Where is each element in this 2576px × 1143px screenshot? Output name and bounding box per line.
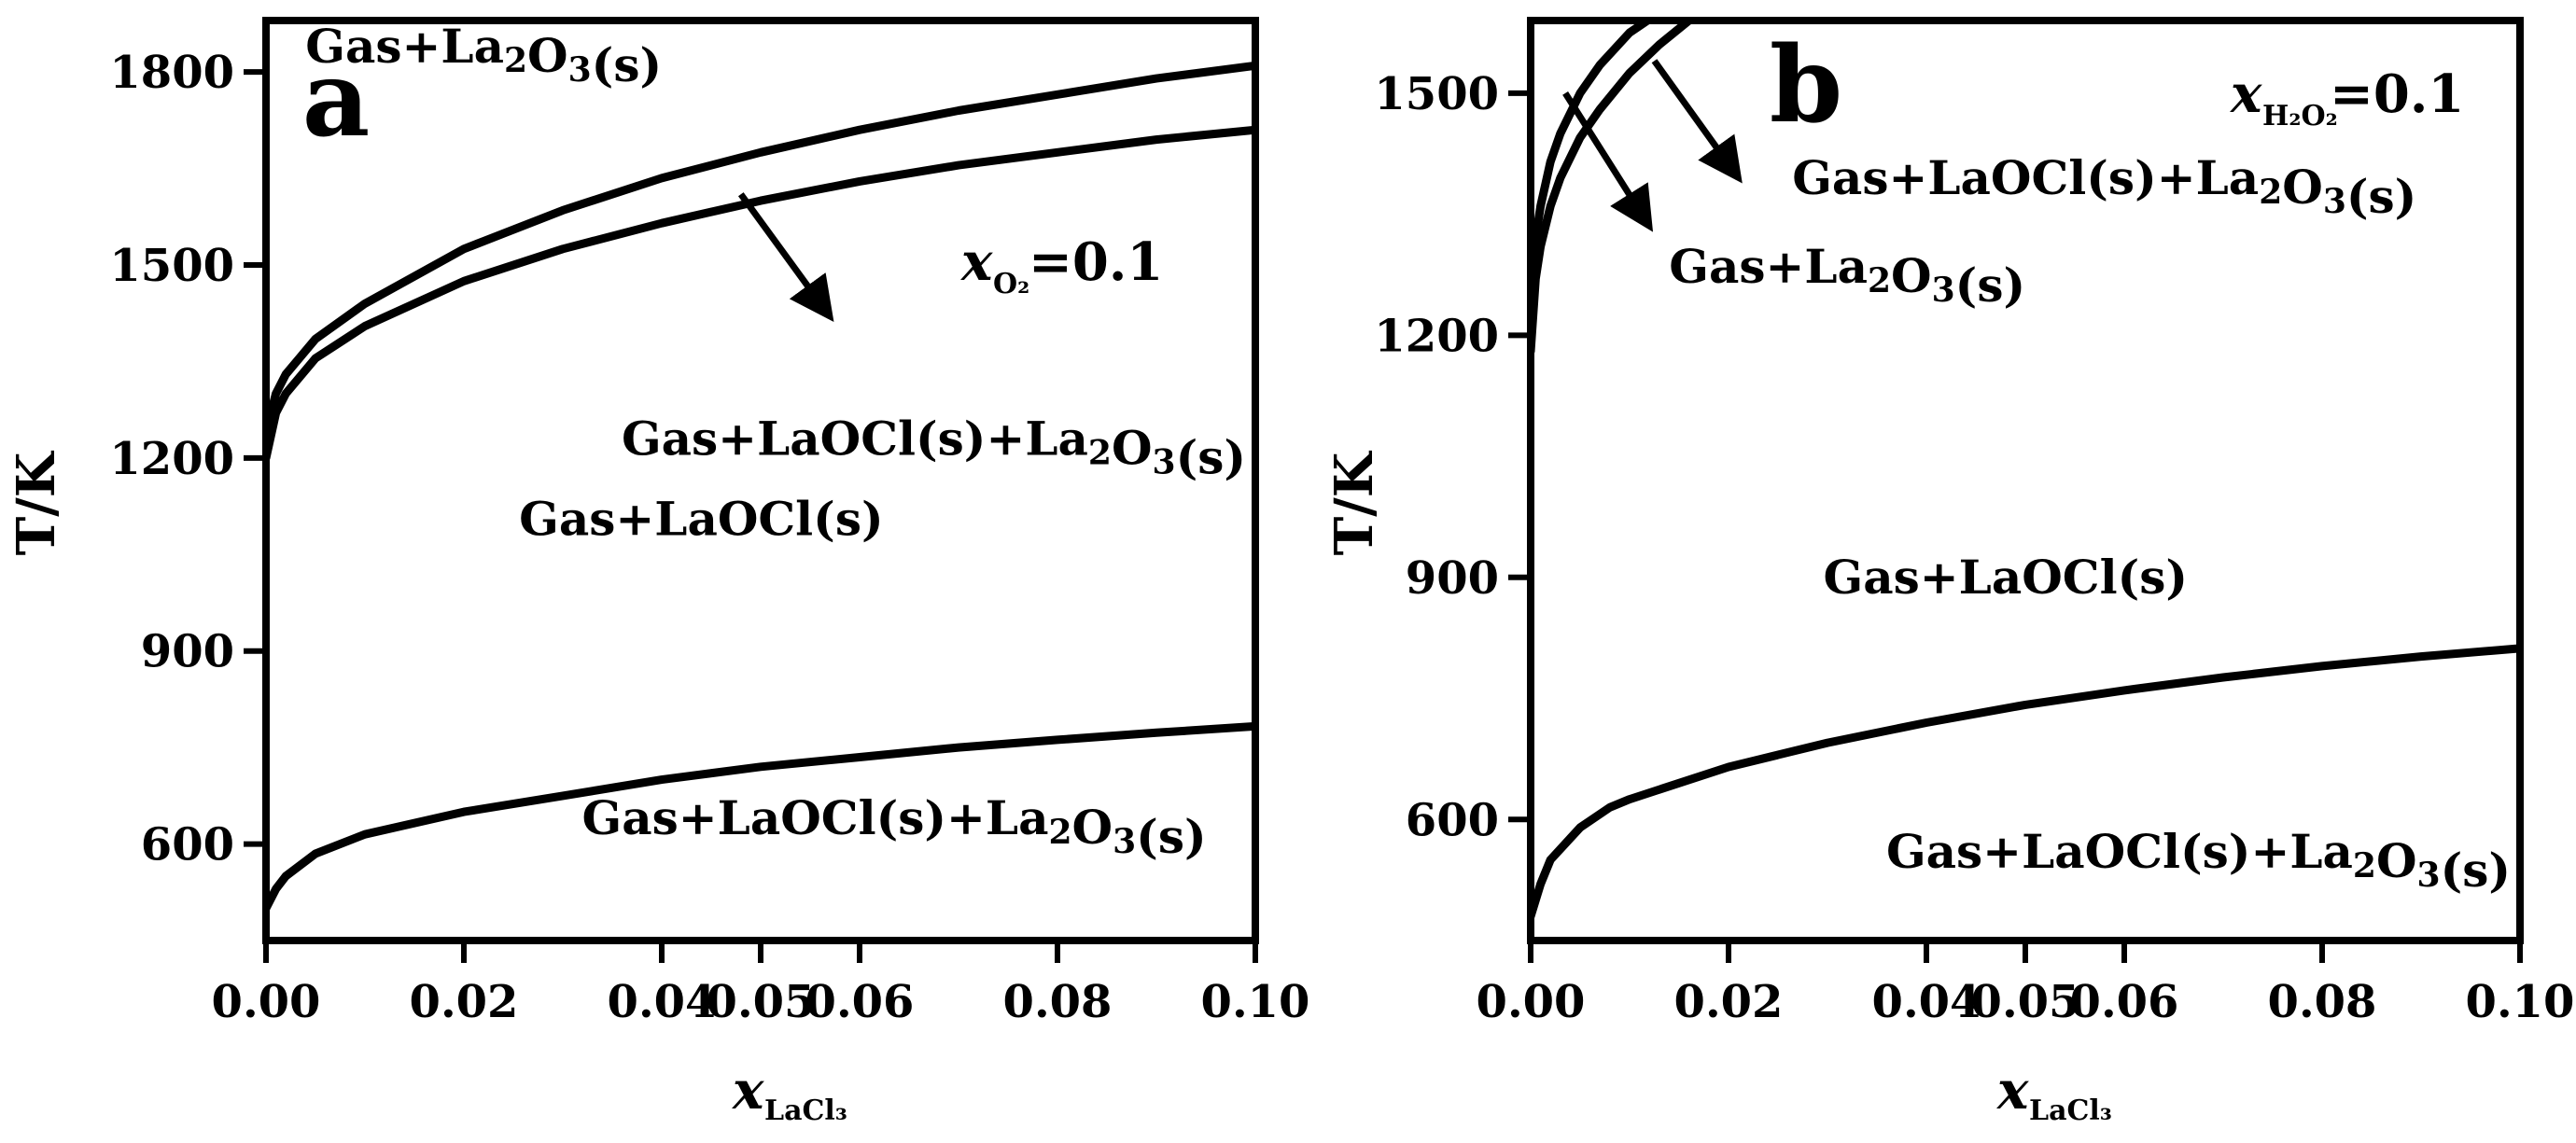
x-tick-label: 0.02: [410, 976, 519, 1028]
panel-b: 0.00 0.02 0.040.050.06 0.08 0.10 600 900 1200 15…: [1323, 17, 2575, 1127]
y-axis-label: T/K: [6, 450, 67, 555]
phase-boundary-line-1: [266, 61, 1255, 437]
x-tick-label: 0.06: [2070, 976, 2179, 1028]
phase-region-label: Gas+LaOCl(s)+La2O3(s): [1792, 150, 2416, 224]
x-tick-label: 0.08: [1003, 976, 1113, 1028]
x-axis-label: x: [732, 1060, 764, 1122]
composition-annotation-symbol: x: [960, 231, 993, 293]
phase-boundary-line-2: [266, 125, 1255, 463]
phase-boundary-line-1: [1531, 21, 1656, 300]
phase-region-label: Gas+La2O3(s): [1669, 239, 2025, 313]
phase-boundary-line-3: [266, 721, 1255, 913]
x-tick-label: 0.00: [1477, 976, 1586, 1028]
phase-boundary-line-3: [1531, 644, 2520, 921]
x-axis-label-subscript: LaCl₃: [764, 1094, 847, 1127]
phase-region-label: Gas+LaOCl(s): [1824, 550, 2189, 605]
y-tick-label: 1500: [1374, 68, 1499, 120]
x-tick-label: 0.10: [2466, 976, 2575, 1028]
x-tick-label: 0.08: [2268, 976, 2377, 1028]
x-tick-label: 0.05: [707, 976, 816, 1028]
x-tick-label: 0.02: [1674, 976, 1784, 1028]
y-tick-label: 600: [1406, 794, 1499, 846]
composition-annotation-symbol: x: [2230, 63, 2262, 125]
y-tick-label: 1200: [1374, 310, 1499, 362]
y-tick-label: 600: [141, 819, 234, 871]
y-tick-label: 1200: [109, 433, 234, 485]
x-tick-label: 0.04: [1872, 976, 1981, 1028]
panel-letter: a: [302, 38, 371, 160]
x-tick-label: 0.04: [608, 976, 717, 1028]
composition-annotation-value: =0.1: [2330, 63, 2464, 125]
x-tick-label: 0.06: [805, 976, 915, 1028]
pointer-arrow-1: [1651, 59, 1743, 184]
y-tick-label: 900: [141, 626, 234, 678]
panel-a: 0.00 0.02 0.040.050.06 0.08 0.10 600 900 1200 15…: [6, 17, 1310, 1127]
phase-region-label: Gas+La2O3(s): [305, 19, 662, 92]
phase-region-label: Gas+LaOCl(s)+La2O3(s): [1886, 824, 2511, 898]
x-axis-label-subscript: LaCl₃: [2029, 1094, 2112, 1127]
x-axis-label: x: [1996, 1060, 2029, 1122]
y-tick-label: 1800: [109, 47, 234, 99]
pointer-arrow-2: [1562, 91, 1654, 232]
phase-region-label: Gas+LaOCl(s)+La2O3(s): [582, 790, 1207, 864]
phase-region-label: Gas+LaOCl(s): [519, 492, 884, 547]
x-tick-label: 0.10: [1201, 976, 1310, 1028]
x-tick-label: 0.00: [212, 976, 321, 1028]
phase-boundary-line-2: [1531, 21, 1694, 356]
x-tick-label: 0.05: [1971, 976, 2080, 1028]
composition-annotation-subscript: O₂: [993, 268, 1029, 300]
composition-annotation-value: =0.1: [1029, 231, 1163, 293]
composition-annotation-subscript: H₂O₂: [2262, 100, 2338, 132]
pointer-arrow-1: [737, 192, 834, 322]
phase-region-label: Gas+LaOCl(s)+La2O3(s): [622, 411, 1246, 484]
y-tick-label: 900: [1406, 552, 1499, 605]
y-tick-label: 1500: [109, 240, 234, 292]
panel-letter: b: [1770, 24, 1842, 146]
y-axis-label: T/K: [1323, 450, 1385, 555]
